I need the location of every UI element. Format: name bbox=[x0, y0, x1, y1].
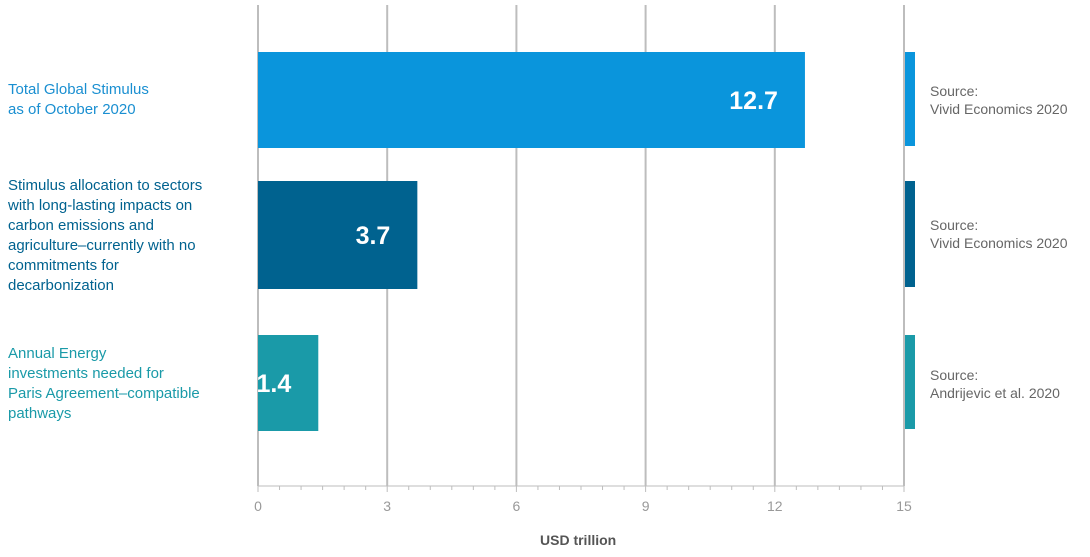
x-tick-label: 6 bbox=[513, 498, 521, 514]
source-note-2: Source: Vivid Economics 2020 bbox=[930, 217, 1068, 251]
x-tick-label: 0 bbox=[254, 498, 262, 514]
source-marker-1 bbox=[905, 52, 915, 146]
source-note-3: Source: Andrijevic et al. 2020 bbox=[930, 367, 1060, 401]
x-tick-label: 3 bbox=[383, 498, 391, 514]
source-marker-2 bbox=[905, 181, 915, 287]
category-label-energy-investments: Annual Energy investments needed for Par… bbox=[8, 345, 200, 422]
bar-value-label-3: 1.4 bbox=[257, 370, 292, 398]
bar-2 bbox=[258, 181, 418, 289]
source-note-1: Source: Vivid Economics 2020 bbox=[930, 83, 1068, 117]
bar-1 bbox=[258, 52, 805, 148]
bar-value-label-2: 3.7 bbox=[356, 222, 391, 250]
category-label-total-stimulus: Total Global Stimulus as of October 2020 bbox=[8, 81, 149, 118]
category-label-sector-allocation: Stimulus allocation to sectors with long… bbox=[8, 177, 203, 294]
x-tick-label: 9 bbox=[642, 498, 650, 514]
x-tick-label: 15 bbox=[896, 498, 912, 514]
bar-value-label-1: 12.7 bbox=[729, 87, 778, 115]
bar-3 bbox=[258, 335, 319, 431]
x-tick-label: 12 bbox=[767, 498, 783, 514]
source-marker-3 bbox=[905, 335, 915, 429]
x-axis-title: USD trillion bbox=[540, 532, 617, 548]
